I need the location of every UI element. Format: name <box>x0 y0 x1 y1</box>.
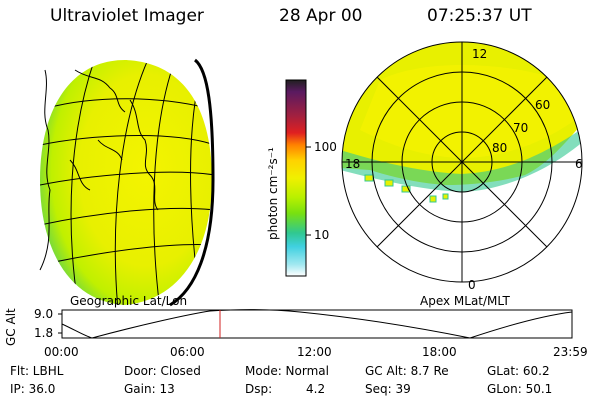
lat-70-label: 70 <box>513 121 529 135</box>
apex-label: Apex MLat/MLT <box>420 294 510 308</box>
mlt-18-label: 18 <box>345 157 361 171</box>
colorbar-tick-100: 100 <box>314 140 337 154</box>
polar-plot <box>341 41 583 283</box>
flt-value: Flt: LBHL <box>10 364 64 378</box>
dsp-value: 4.2 <box>306 382 326 396</box>
glon-value: GLon: 50.1 <box>487 382 553 396</box>
lat-60-label: 60 <box>535 98 551 112</box>
time-tick-1200: 12:00 <box>297 345 332 359</box>
gc-alt-value: GC Alt: 8.7 Re <box>365 364 449 378</box>
time-label: 07:25:37 UT <box>427 6 532 26</box>
geographic-label: Geographic Lat/Lon <box>70 294 188 308</box>
time-tick-0000: 00:00 <box>44 345 79 359</box>
gc-alt-y-bottom: 1.8 <box>34 326 54 340</box>
gc-alt-axis-label: GC Alt <box>4 308 18 346</box>
lat-80-label: 80 <box>492 141 508 155</box>
gain-value: Gain: 13 <box>124 382 175 396</box>
time-tick-2359: 23:59 <box>553 345 588 359</box>
dsp-label: Dsp: <box>245 382 273 396</box>
mode-value: Mode: Normal <box>245 364 329 378</box>
color-bar <box>285 79 311 277</box>
seq-value: Seq: 39 <box>365 382 411 396</box>
door-value: Door: Closed <box>124 364 201 378</box>
app-title: Ultraviolet Imager <box>50 6 204 26</box>
time-tick-1800: 18:00 <box>422 345 457 359</box>
gc-alt-y-top: 9.0 <box>34 307 54 321</box>
mlt-0-label: 0 <box>468 278 476 292</box>
date-label: 28 Apr 00 <box>279 6 363 26</box>
time-tick-0600: 06:00 <box>170 345 205 359</box>
colorbar-tick-10: 10 <box>314 228 330 242</box>
mlt-6-label: 6 <box>575 157 583 171</box>
ip-value: IP: 36.0 <box>10 382 56 396</box>
colorbar-unit-label: photon cm⁻²s⁻¹ <box>266 147 280 240</box>
mlt-12-label: 12 <box>472 47 488 61</box>
gc-alt-plot <box>58 309 573 339</box>
geographic-globe <box>39 58 215 307</box>
glat-value: GLat: 60.2 <box>487 364 550 378</box>
